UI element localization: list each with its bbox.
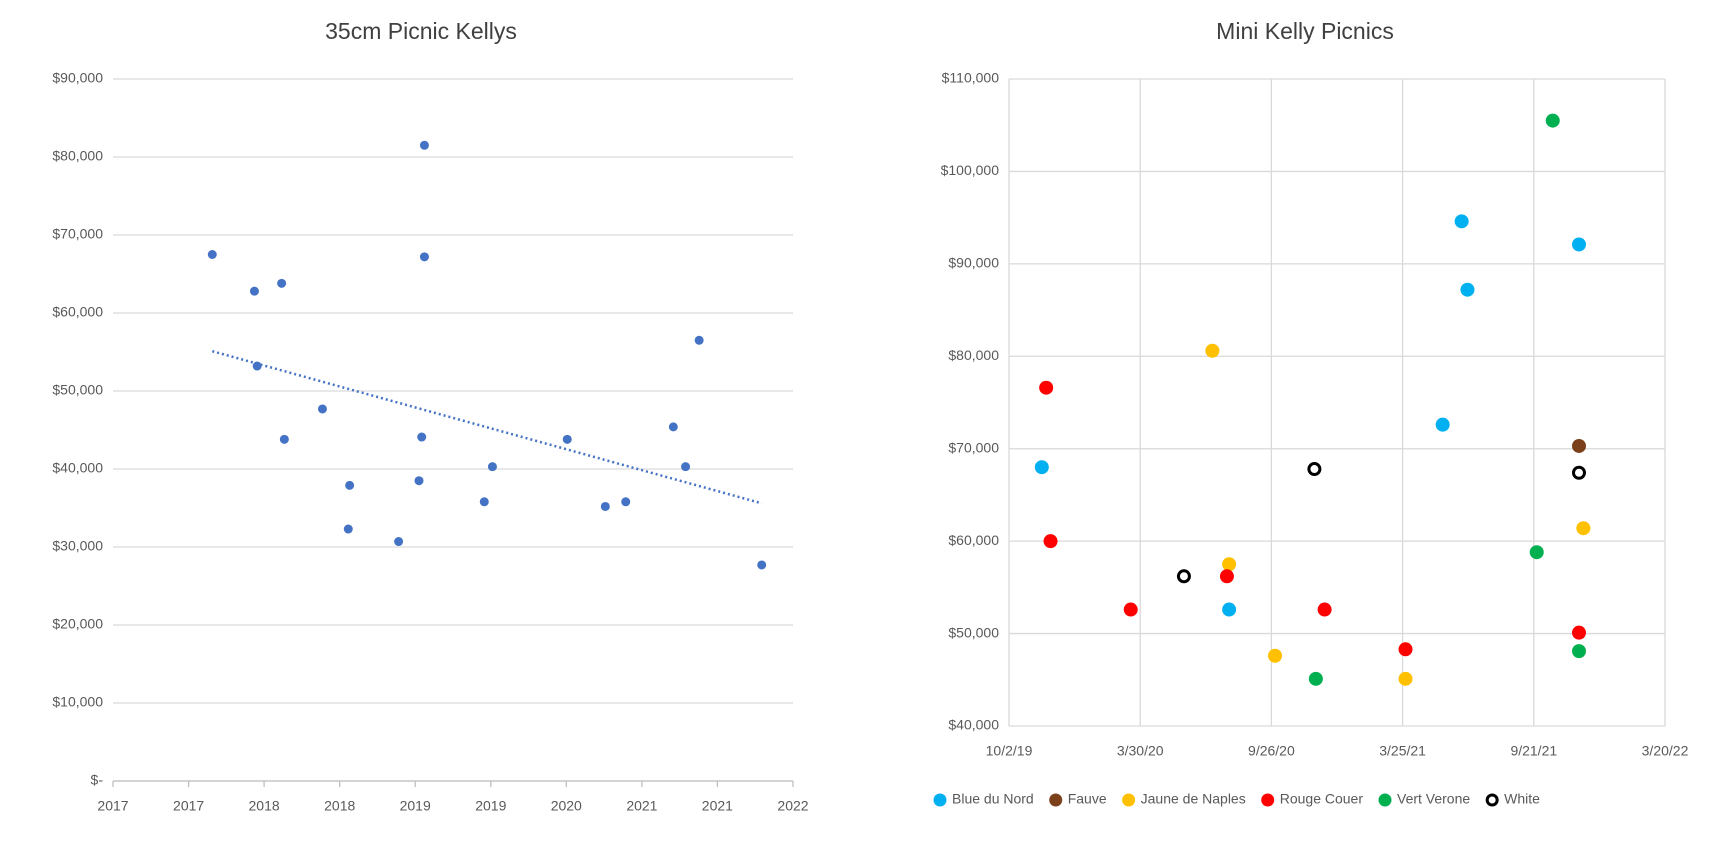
- legend-marker: [1378, 793, 1392, 807]
- y-tick-label: $-: [91, 772, 104, 788]
- data-point: [757, 560, 767, 570]
- data-point: [479, 497, 489, 507]
- data-point: [1219, 569, 1234, 584]
- x-tick-label: 2017: [97, 798, 128, 814]
- data-point: [1398, 671, 1413, 686]
- x-tick-label: 2020: [551, 798, 582, 814]
- data-point: [1039, 380, 1054, 395]
- y-tick-label: $110,000: [942, 70, 1000, 86]
- y-tick-label: $90,000: [52, 70, 103, 86]
- y-tick-label: $70,000: [52, 226, 103, 242]
- legend-label: Blue du Nord: [952, 791, 1034, 807]
- x-tick-label: 3/30/20: [1117, 743, 1164, 759]
- data-point: [694, 335, 704, 345]
- data-point: [252, 361, 262, 371]
- y-tick-label: $50,000: [52, 382, 103, 398]
- x-tick-label: 10/2/19: [986, 743, 1033, 759]
- data-point: [1576, 521, 1591, 536]
- data-point: [1398, 642, 1413, 657]
- x-tick-label: 2018: [249, 798, 280, 814]
- data-point: [1043, 534, 1058, 549]
- data-point: [343, 524, 353, 534]
- data-point: [277, 278, 287, 288]
- data-point: [1176, 569, 1191, 584]
- legend-label: Vert Verone: [1397, 791, 1470, 807]
- x-tick-label: 2018: [324, 798, 355, 814]
- x-tick-label: 3/20/22: [1642, 743, 1689, 759]
- data-point: [1307, 462, 1322, 477]
- data-point: [1205, 343, 1220, 358]
- data-point: [317, 404, 327, 414]
- data-point: [668, 422, 678, 432]
- legend-label: Fauve: [1068, 791, 1107, 807]
- data-point: [1435, 417, 1450, 432]
- data-point: [1545, 113, 1560, 128]
- data-point: [1454, 214, 1469, 229]
- data-point: [394, 537, 404, 547]
- x-tick-label: 2021: [702, 798, 733, 814]
- data-point: [487, 462, 497, 472]
- y-tick-label: $80,000: [948, 347, 999, 363]
- legend-label: Rouge Couer: [1280, 791, 1364, 807]
- x-tick-label: 2022: [777, 798, 808, 814]
- y-tick-label: $100,000: [941, 162, 1000, 178]
- legend-marker: [1049, 793, 1063, 807]
- x-tick-label: 2021: [626, 798, 657, 814]
- x-tick-label: 2017: [173, 798, 204, 814]
- y-tick-label: $70,000: [948, 439, 999, 455]
- data-point: [600, 501, 610, 511]
- x-tick-label: 9/26/20: [1248, 743, 1295, 759]
- data-point: [345, 480, 355, 490]
- data-point: [419, 252, 429, 262]
- data-point: [1571, 625, 1586, 640]
- data-point: [1571, 644, 1586, 659]
- data-point: [681, 462, 691, 472]
- y-tick-label: $20,000: [52, 616, 103, 632]
- y-tick-label: $80,000: [52, 148, 103, 164]
- chart-title: Mini Kelly Picnics: [1216, 18, 1394, 44]
- y-tick-label: $60,000: [52, 304, 103, 320]
- legend-marker: [933, 793, 947, 807]
- y-tick-label: $50,000: [948, 624, 999, 640]
- x-tick-label: 9/21/21: [1510, 743, 1557, 759]
- data-point: [1317, 602, 1332, 617]
- data-point: [1222, 602, 1237, 617]
- data-point: [417, 432, 427, 442]
- data-point: [1571, 465, 1586, 480]
- data-point: [1460, 282, 1475, 297]
- data-point: [1222, 557, 1237, 572]
- x-tick-label: 3/25/21: [1379, 743, 1426, 759]
- y-tick-label: $90,000: [948, 255, 999, 271]
- y-tick-label: $40,000: [52, 460, 103, 476]
- legend-marker: [1485, 793, 1499, 807]
- legend-label: Jaune de Naples: [1141, 791, 1246, 807]
- data-point: [562, 434, 572, 444]
- legend-marker: [1261, 793, 1275, 807]
- y-tick-label: $30,000: [52, 538, 103, 554]
- data-point: [414, 476, 424, 486]
- data-point: [1123, 602, 1138, 617]
- data-point: [279, 434, 289, 444]
- data-point: [207, 250, 217, 259]
- data-point: [1529, 545, 1544, 560]
- trendline: [211, 350, 763, 505]
- y-tick-label: $40,000: [948, 717, 999, 733]
- data-point: [1571, 237, 1586, 252]
- legend-marker: [1122, 793, 1136, 807]
- legend-label: White: [1504, 791, 1540, 807]
- y-tick-label: $60,000: [948, 532, 999, 548]
- data-point: [1268, 648, 1283, 663]
- data-point: [1571, 438, 1586, 453]
- data-point: [621, 497, 631, 507]
- y-tick-label: $10,000: [52, 694, 103, 710]
- x-tick-label: 2019: [400, 798, 431, 814]
- data-point: [249, 286, 259, 296]
- chart-title: 35cm Picnic Kellys: [325, 18, 517, 44]
- data-point: [419, 140, 429, 150]
- x-tick-label: 2019: [475, 798, 506, 814]
- data-point: [1034, 460, 1049, 475]
- data-point: [1308, 671, 1323, 686]
